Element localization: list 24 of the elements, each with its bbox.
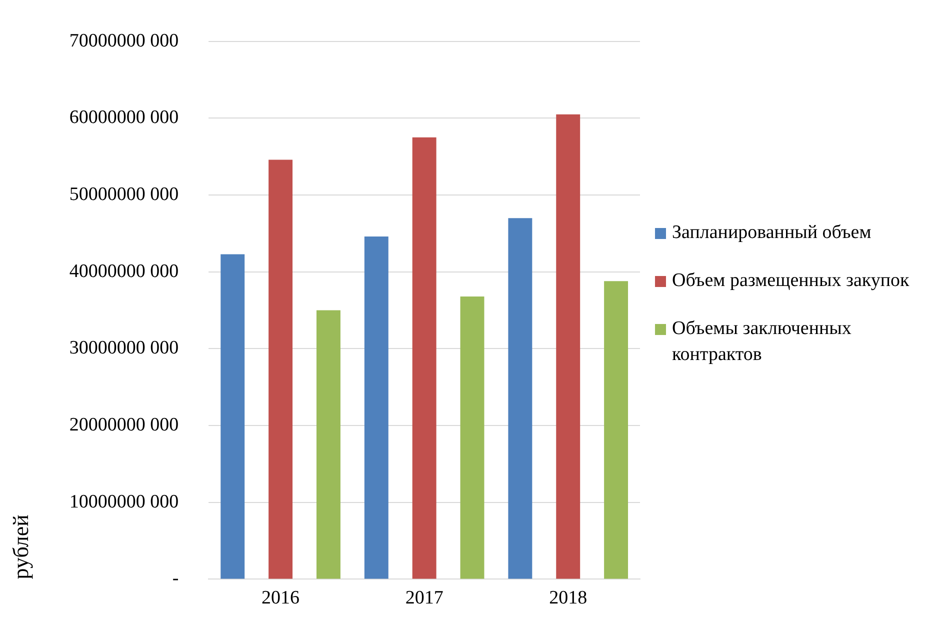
bar	[412, 137, 436, 579]
y-tick-label: 40000000 000	[69, 260, 179, 282]
bar	[508, 218, 532, 579]
bar	[604, 281, 628, 579]
legend-label: Объем размещенных закупок	[672, 269, 910, 293]
bar	[460, 296, 484, 579]
y-tick-label: 70000000 000	[69, 30, 179, 52]
y-tick-label: 60000000 000	[69, 107, 179, 128]
bar	[364, 236, 388, 579]
y-tick-label: 50000000 000	[69, 184, 179, 206]
legend-label: Объемы заключенных контрактов	[672, 317, 852, 367]
bar	[268, 160, 293, 579]
x-tick-label: 2017	[405, 588, 444, 609]
x-tick-label: 2018	[549, 588, 588, 609]
legend-label: Запланированный объем	[672, 221, 872, 245]
bar	[556, 114, 580, 579]
bar	[220, 254, 245, 579]
y-tick-label: 20000000 000	[69, 414, 179, 436]
y-tick-label: 30000000 000	[69, 338, 179, 359]
y-tick-label: -	[172, 568, 179, 590]
y-tick-label: 10000000 000	[69, 491, 179, 512]
y-axis-title: рублей	[8, 514, 33, 580]
bar	[316, 310, 340, 579]
x-tick-label: 2016	[262, 588, 300, 609]
